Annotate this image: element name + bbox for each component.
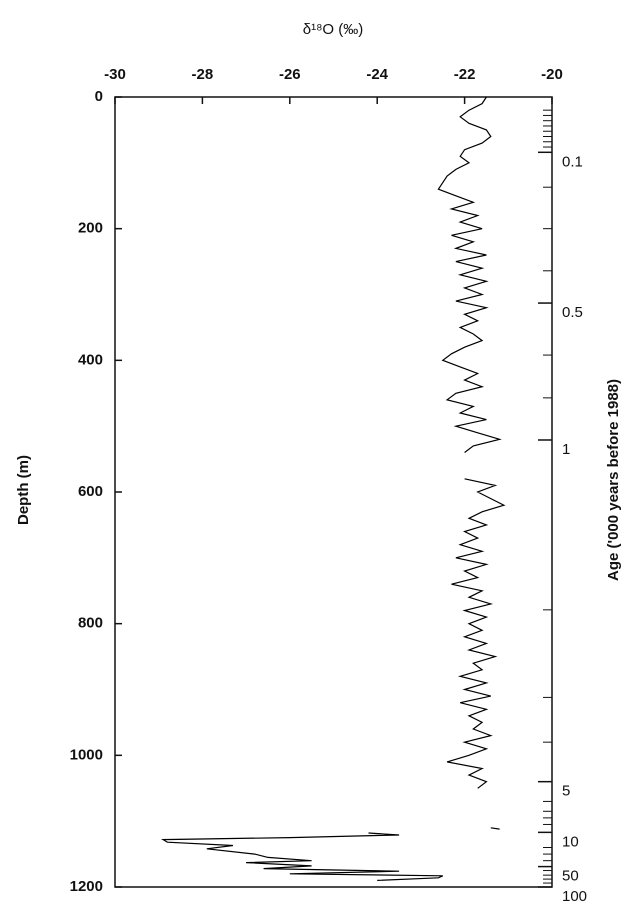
y-tick-label: 600 xyxy=(78,483,103,500)
data-line xyxy=(446,478,506,789)
y2-tick-label: 0.1 xyxy=(562,153,583,170)
y2-tick-label: 0.5 xyxy=(562,304,583,321)
data-line xyxy=(490,827,500,830)
y-tick-label: 200 xyxy=(78,220,103,237)
x-tick-label: -22 xyxy=(454,66,476,83)
y-tick-label: 400 xyxy=(78,351,103,368)
y2-axis-title: Age ('000 years before 1988) xyxy=(605,379,622,581)
y-tick-label: 1200 xyxy=(70,878,103,895)
y2-tick-label: 50 xyxy=(562,868,579,885)
y2-tick-label: 1 xyxy=(562,441,570,458)
x-tick-label: -26 xyxy=(279,66,301,83)
y2-tick-label: 100 xyxy=(562,888,587,905)
x-tick-label: -24 xyxy=(366,66,388,83)
x-tick-label: -30 xyxy=(104,66,126,83)
data-line xyxy=(161,832,444,881)
y-tick-label: 800 xyxy=(78,615,103,632)
plot-frame xyxy=(114,96,553,888)
y2-tick-label: 10 xyxy=(562,833,579,850)
x-tick-label: -28 xyxy=(192,66,214,83)
y-tick-label: 1000 xyxy=(70,746,103,763)
x-axis-title: δ¹⁸O (‰) xyxy=(303,21,364,38)
y2-tick-label: 5 xyxy=(562,783,570,800)
y-axis-title: Depth (m) xyxy=(15,455,32,525)
data-line xyxy=(437,96,502,453)
y-tick-label: 0 xyxy=(95,88,103,105)
x-tick-label: -20 xyxy=(541,66,563,83)
